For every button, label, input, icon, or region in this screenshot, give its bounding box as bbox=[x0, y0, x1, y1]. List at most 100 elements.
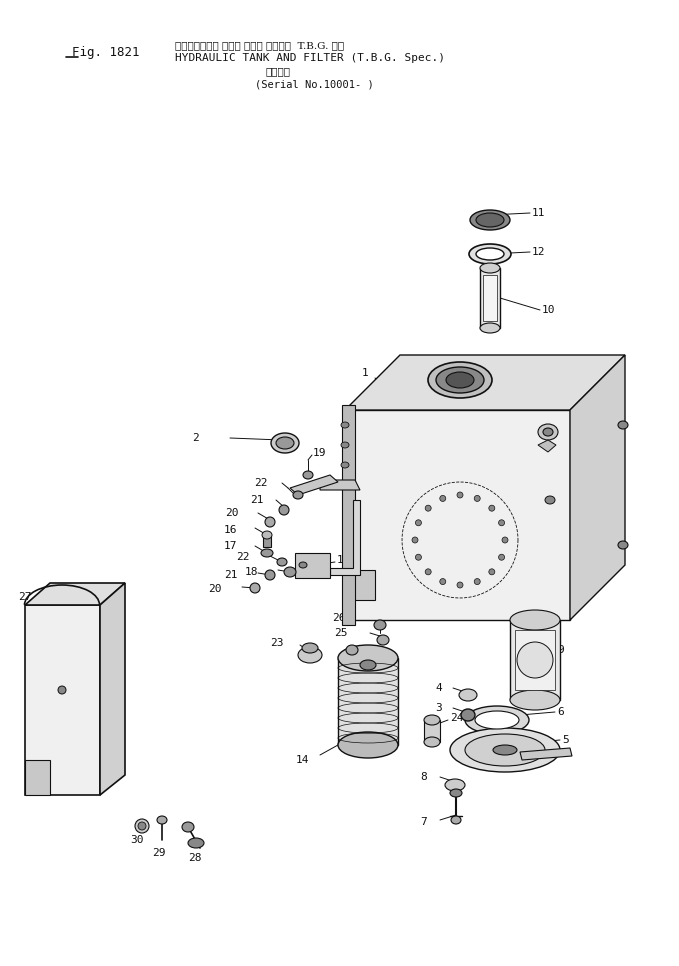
Polygon shape bbox=[345, 355, 625, 410]
Ellipse shape bbox=[416, 554, 422, 560]
Text: Fig. 1821: Fig. 1821 bbox=[72, 45, 139, 59]
Ellipse shape bbox=[474, 496, 480, 501]
Ellipse shape bbox=[338, 732, 398, 758]
Ellipse shape bbox=[476, 248, 504, 260]
Ellipse shape bbox=[498, 520, 504, 526]
Ellipse shape bbox=[188, 838, 204, 848]
Text: ハイドロリック タンク および フィルタ  T.B.G. 仕様: ハイドロリック タンク および フィルタ T.B.G. 仕様 bbox=[175, 42, 344, 50]
Polygon shape bbox=[345, 410, 570, 620]
Ellipse shape bbox=[265, 517, 275, 527]
Ellipse shape bbox=[474, 579, 480, 584]
Text: 3: 3 bbox=[435, 703, 442, 713]
Polygon shape bbox=[100, 583, 125, 795]
Ellipse shape bbox=[480, 323, 500, 333]
Text: 6: 6 bbox=[557, 707, 564, 717]
Text: 5: 5 bbox=[562, 735, 569, 745]
Text: 1: 1 bbox=[362, 368, 369, 378]
Ellipse shape bbox=[457, 492, 463, 498]
Ellipse shape bbox=[543, 428, 553, 436]
Polygon shape bbox=[570, 355, 625, 620]
Text: (Serial No.10001- ): (Serial No.10001- ) bbox=[255, 79, 373, 89]
Text: 30: 30 bbox=[130, 835, 143, 845]
Ellipse shape bbox=[436, 367, 484, 393]
Ellipse shape bbox=[451, 816, 461, 824]
Text: 7: 7 bbox=[420, 817, 426, 827]
Ellipse shape bbox=[510, 610, 560, 630]
Ellipse shape bbox=[465, 706, 529, 734]
Text: 29: 29 bbox=[152, 848, 166, 858]
Text: 16: 16 bbox=[224, 525, 238, 535]
Ellipse shape bbox=[459, 689, 477, 701]
Ellipse shape bbox=[618, 421, 628, 429]
Ellipse shape bbox=[445, 779, 465, 791]
Text: 28: 28 bbox=[188, 853, 202, 863]
Ellipse shape bbox=[279, 505, 289, 515]
Ellipse shape bbox=[138, 822, 146, 830]
Polygon shape bbox=[25, 583, 125, 605]
Text: 22: 22 bbox=[254, 478, 268, 488]
Polygon shape bbox=[338, 658, 398, 745]
Polygon shape bbox=[342, 405, 355, 625]
Ellipse shape bbox=[412, 537, 418, 543]
Text: 9: 9 bbox=[557, 645, 564, 655]
Ellipse shape bbox=[58, 686, 66, 694]
Ellipse shape bbox=[374, 620, 386, 630]
Ellipse shape bbox=[450, 789, 462, 797]
Ellipse shape bbox=[284, 567, 296, 577]
Polygon shape bbox=[345, 570, 375, 600]
Ellipse shape bbox=[424, 715, 440, 725]
Ellipse shape bbox=[446, 372, 474, 388]
Bar bbox=[480, 268, 500, 328]
Polygon shape bbox=[295, 553, 330, 578]
Ellipse shape bbox=[475, 711, 519, 729]
Ellipse shape bbox=[498, 554, 504, 560]
Ellipse shape bbox=[428, 362, 492, 398]
Ellipse shape bbox=[489, 505, 495, 511]
Ellipse shape bbox=[502, 537, 508, 543]
Ellipse shape bbox=[545, 496, 555, 504]
Bar bbox=[483, 275, 497, 321]
Polygon shape bbox=[25, 760, 50, 795]
Text: 12: 12 bbox=[532, 247, 545, 257]
Text: 15: 15 bbox=[337, 555, 350, 565]
Text: 10: 10 bbox=[542, 305, 555, 315]
Bar bbox=[263, 535, 271, 547]
Text: 4: 4 bbox=[435, 683, 442, 693]
Polygon shape bbox=[538, 440, 556, 452]
Ellipse shape bbox=[416, 520, 422, 526]
Ellipse shape bbox=[293, 491, 303, 499]
Ellipse shape bbox=[271, 433, 299, 453]
Ellipse shape bbox=[440, 579, 446, 584]
Ellipse shape bbox=[465, 734, 545, 766]
Ellipse shape bbox=[618, 541, 628, 549]
Text: 20: 20 bbox=[225, 508, 238, 518]
Text: 適用号機: 適用号機 bbox=[265, 68, 290, 76]
Ellipse shape bbox=[489, 569, 495, 575]
Ellipse shape bbox=[277, 558, 287, 566]
Ellipse shape bbox=[341, 442, 349, 448]
Text: 13: 13 bbox=[387, 683, 401, 693]
Text: 11: 11 bbox=[532, 208, 545, 218]
Text: 25: 25 bbox=[334, 628, 348, 638]
Ellipse shape bbox=[480, 263, 500, 273]
Ellipse shape bbox=[303, 471, 313, 479]
Text: 26: 26 bbox=[332, 613, 346, 623]
Ellipse shape bbox=[360, 660, 376, 670]
Text: 19: 19 bbox=[313, 448, 327, 458]
Text: 24: 24 bbox=[450, 713, 464, 723]
Text: 18: 18 bbox=[245, 567, 259, 577]
Ellipse shape bbox=[450, 728, 560, 772]
Bar bbox=[424, 720, 440, 742]
Ellipse shape bbox=[510, 690, 560, 710]
Ellipse shape bbox=[276, 437, 294, 449]
Ellipse shape bbox=[338, 645, 398, 671]
Bar bbox=[515, 630, 555, 690]
Text: 21: 21 bbox=[250, 495, 263, 505]
Text: 17: 17 bbox=[224, 541, 238, 551]
Ellipse shape bbox=[182, 822, 194, 832]
Polygon shape bbox=[520, 748, 572, 760]
Ellipse shape bbox=[457, 582, 463, 588]
Text: 22: 22 bbox=[236, 552, 249, 562]
Ellipse shape bbox=[425, 569, 431, 575]
Ellipse shape bbox=[299, 562, 307, 568]
